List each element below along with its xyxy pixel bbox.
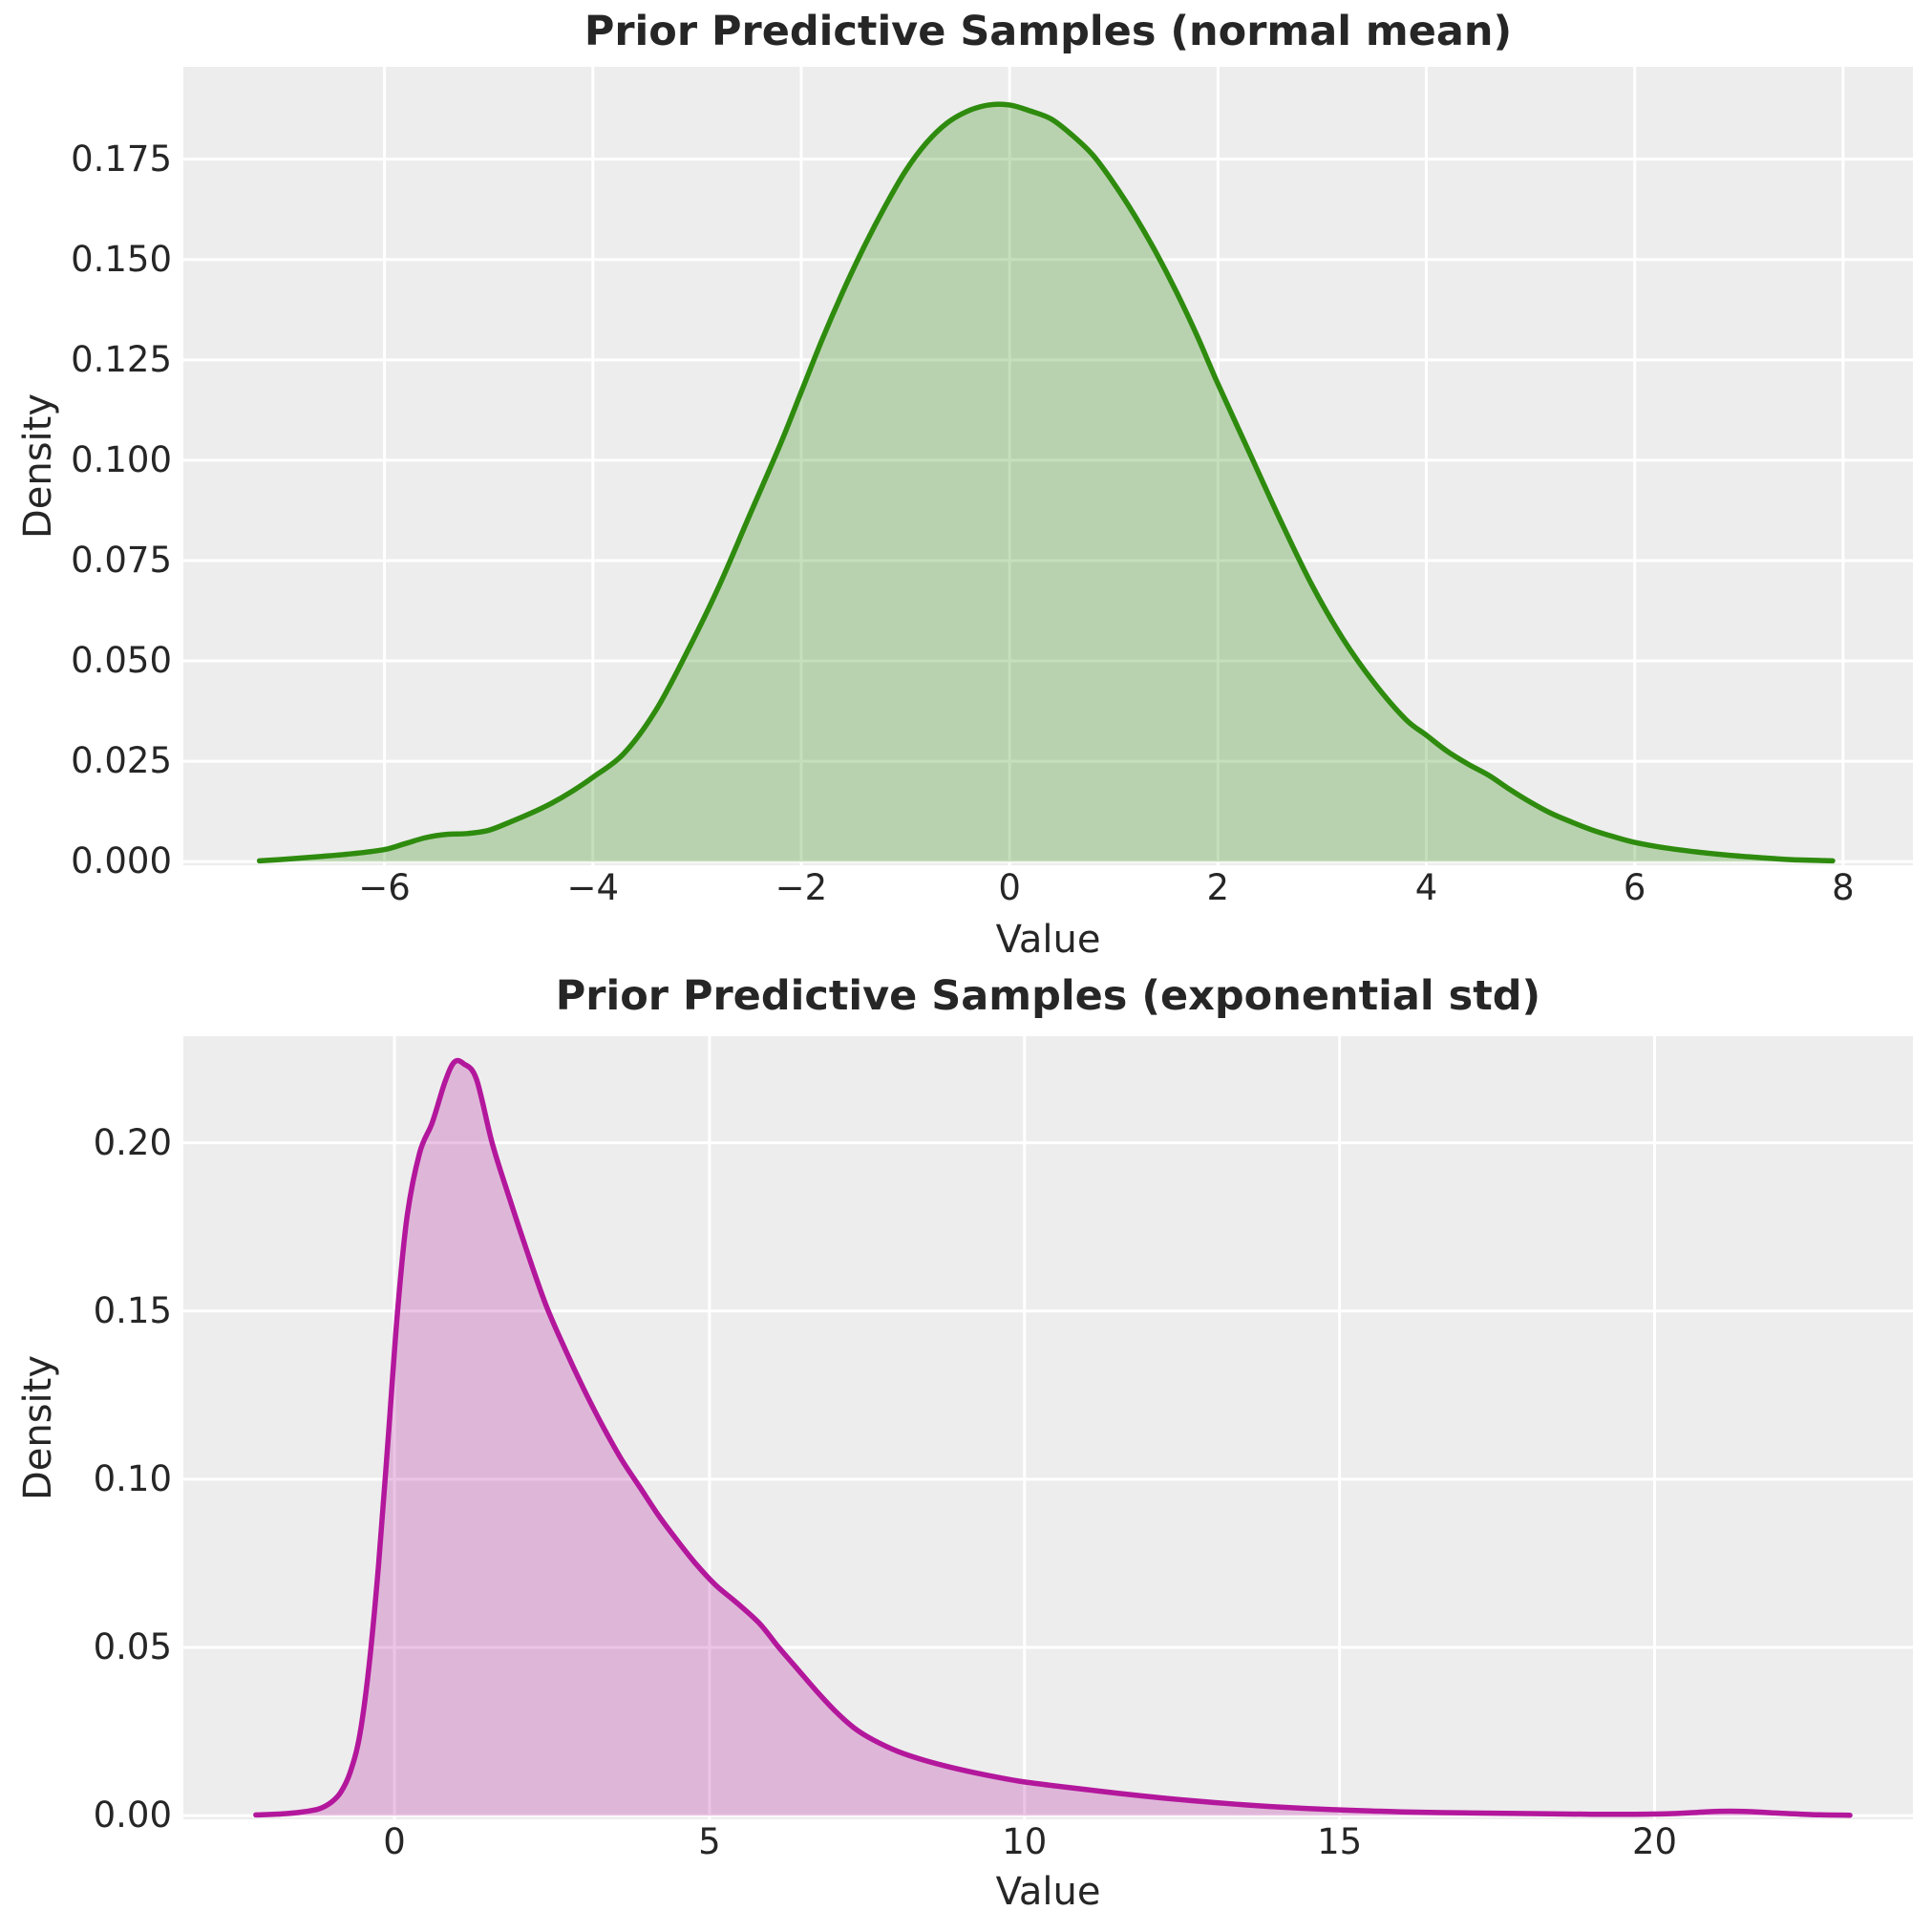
plot-area-exponential-std (183, 1036, 1913, 1819)
y-tick-label: 0.100 (71, 438, 172, 480)
x-tick-label: 0 (383, 1821, 406, 1862)
x-tick-label: 15 (1317, 1821, 1363, 1862)
y-tick-label: 0.05 (93, 1625, 172, 1667)
kde-plot-svg-exponential-std (183, 1036, 1913, 1819)
y-tick-label: 0.10 (93, 1457, 172, 1499)
y-tick-label: 0.175 (71, 138, 172, 180)
y-tick-label: 0.025 (71, 739, 172, 781)
x-tick-label: 10 (1002, 1821, 1048, 1862)
kde-fill-exponential-std (255, 1060, 1851, 1816)
x-tick-label: 20 (1631, 1821, 1678, 1862)
x-axis-label-exponential-std: Value (995, 1870, 1101, 1914)
kde-line-exponential-std (253, 1057, 1853, 1818)
kde-line-normal-mean (256, 101, 1836, 864)
x-tick-label: 0 (998, 867, 1021, 908)
x-tick-label: 4 (1414, 867, 1438, 908)
chart-title-normal-mean: Prior Predictive Samples (normal mean) (584, 8, 1513, 55)
x-tick-label: 2 (1206, 867, 1230, 908)
x-tick-label: −2 (775, 867, 828, 908)
y-tick-label: 0.125 (71, 338, 172, 380)
y-tick-label: 0.15 (93, 1289, 172, 1331)
kde-plot-svg-normal-mean (183, 67, 1913, 865)
chart-title-exponential-std: Prior Predictive Samples (exponential st… (555, 972, 1541, 1020)
y-tick-label: 0.150 (71, 238, 172, 280)
y-tick-label: 0.000 (71, 840, 172, 882)
axes-background (183, 67, 1913, 865)
x-tick-label: 5 (698, 1821, 721, 1862)
y-tick-label: 0.050 (71, 639, 172, 681)
x-tick-label: −4 (566, 867, 620, 908)
x-tick-label: −6 (358, 867, 411, 908)
x-tick-label: 8 (1832, 867, 1855, 908)
y-tick-label: 0.075 (71, 539, 172, 581)
y-tick-label: 0.20 (93, 1121, 172, 1163)
kde-fill-normal-mean (259, 104, 1833, 862)
x-tick-label: 6 (1623, 867, 1646, 908)
x-axis-label-normal-mean: Value (995, 918, 1101, 962)
axes-background (183, 1036, 1913, 1819)
y-tick-label: 0.00 (93, 1794, 172, 1836)
plot-area-normal-mean (183, 67, 1913, 865)
